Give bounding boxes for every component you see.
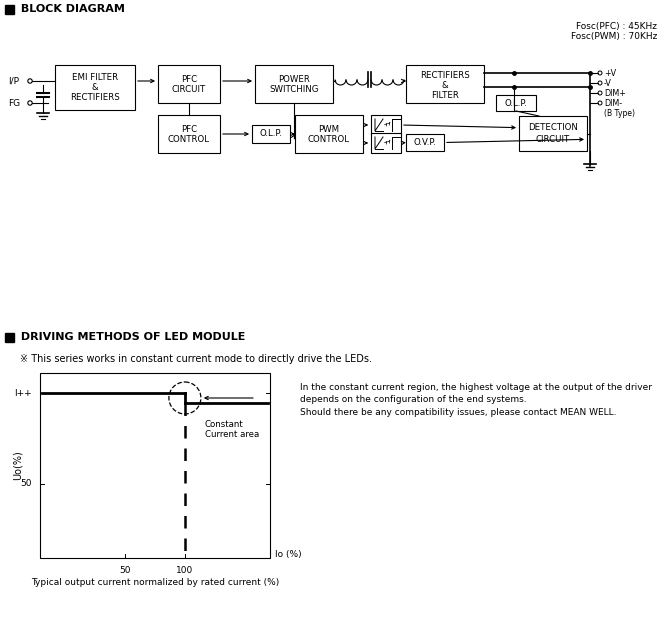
Text: &: &	[442, 81, 448, 89]
Bar	[496, 95, 536, 111]
Bar	[406, 134, 444, 151]
Text: PFC: PFC	[181, 75, 197, 84]
Bar	[40, 373, 270, 558]
Text: CONTROL: CONTROL	[168, 136, 210, 145]
Bar	[406, 65, 484, 103]
Bar	[371, 133, 401, 153]
Text: &: &	[92, 84, 98, 93]
Text: Should there be any compatibility issues, please contact MEAN WELL.: Should there be any compatibility issues…	[300, 408, 616, 417]
Text: I/P: I/P	[8, 77, 19, 86]
Text: O.V.P.: O.V.P.	[413, 138, 436, 147]
Text: -V: -V	[604, 79, 612, 87]
Text: Constant
Current area: Constant Current area	[205, 420, 259, 439]
Text: PWM: PWM	[318, 124, 340, 134]
Text: FG: FG	[8, 98, 20, 108]
Text: O.L.P.: O.L.P.	[505, 98, 527, 108]
Bar	[158, 115, 220, 153]
Text: depends on the configuration of the end systems.: depends on the configuration of the end …	[300, 395, 527, 404]
Text: ※ This series works in constant current mode to directly drive the LEDs.: ※ This series works in constant current …	[20, 354, 372, 364]
Text: Fosc(PFC) : 45KHz
Fosc(PWM) : 70KHz: Fosc(PFC) : 45KHz Fosc(PWM) : 70KHz	[571, 22, 657, 41]
Text: DRIVING METHODS OF LED MODULE: DRIVING METHODS OF LED MODULE	[17, 332, 245, 342]
Text: FILTER: FILTER	[431, 91, 459, 100]
Text: POWER: POWER	[278, 75, 310, 84]
Text: 50: 50	[119, 566, 131, 575]
Text: (B Type): (B Type)	[604, 110, 635, 119]
Text: CIRCUIT: CIRCUIT	[172, 86, 206, 94]
Text: 50: 50	[21, 479, 32, 489]
Bar	[158, 65, 220, 103]
Bar	[255, 65, 333, 103]
Text: Uo(%): Uo(%)	[13, 451, 23, 481]
Text: O.L.P.: O.L.P.	[260, 129, 282, 138]
Bar	[371, 115, 401, 135]
Text: +V: +V	[604, 68, 616, 77]
Text: Io (%): Io (%)	[275, 550, 302, 559]
Text: RECTIFIERS: RECTIFIERS	[70, 93, 120, 103]
Text: I++: I++	[14, 389, 32, 398]
Bar	[55, 65, 135, 110]
Bar	[5, 5, 14, 14]
Text: Typical output current normalized by rated current (%): Typical output current normalized by rat…	[31, 578, 279, 587]
Text: 100: 100	[176, 566, 194, 575]
Text: CIRCUIT: CIRCUIT	[536, 134, 570, 143]
Text: BLOCK DIAGRAM: BLOCK DIAGRAM	[17, 4, 125, 15]
Bar	[295, 115, 363, 153]
Text: DETECTION: DETECTION	[528, 124, 578, 133]
Bar	[5, 333, 14, 342]
Text: CONTROL: CONTROL	[308, 136, 350, 145]
Text: PFC: PFC	[181, 124, 197, 134]
Text: In the constant current region, the highest voltage at the output of the driver: In the constant current region, the high…	[300, 383, 652, 392]
Text: DIM+: DIM+	[604, 89, 626, 98]
Text: DIM-: DIM-	[604, 98, 622, 108]
Text: RECTIFIERS: RECTIFIERS	[420, 70, 470, 79]
Bar	[519, 116, 587, 151]
Bar	[252, 125, 290, 143]
Text: SWITCHING: SWITCHING	[269, 86, 319, 94]
Text: EMI FILTER: EMI FILTER	[72, 74, 118, 82]
